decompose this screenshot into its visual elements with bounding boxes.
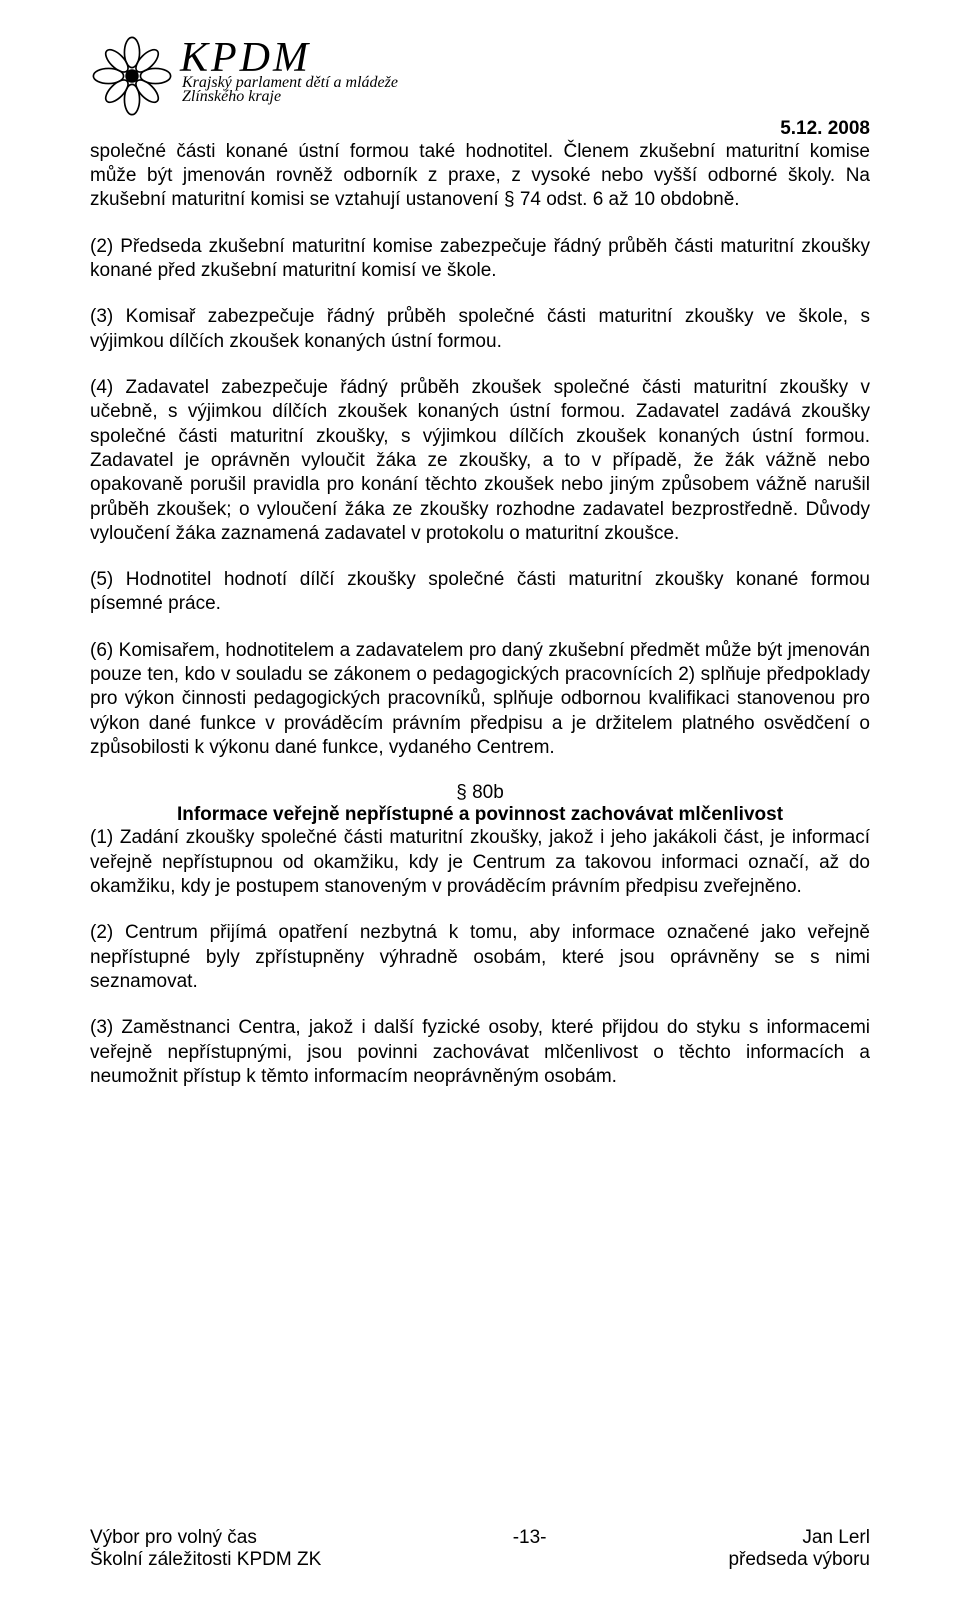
logo-block: KPDM Krajský parlament dětí a mládeže Zl… bbox=[90, 40, 870, 106]
page: KPDM Krajský parlament dětí a mládeže Zl… bbox=[0, 0, 960, 1609]
para-1: společné části konané ústní formou také … bbox=[90, 140, 870, 213]
footer-left-1: Výbor pro volný čas bbox=[90, 1527, 257, 1549]
para-6: (6) Komisařem, hodnotitelem a zadavatele… bbox=[90, 639, 870, 761]
document-date: 5.12. 2008 bbox=[90, 118, 870, 140]
para-5: (5) Hodnotitel hodnotí dílčí zkoušky spo… bbox=[90, 568, 870, 617]
footer-right-2: předseda výboru bbox=[728, 1549, 870, 1571]
para-2: (2) Předseda zkušební maturitní komise z… bbox=[90, 235, 870, 284]
section-80b-title: Informace veřejně nepřístupné a povinnos… bbox=[90, 804, 870, 826]
body-text: společné části konané ústní formou také … bbox=[90, 140, 870, 1089]
footer-right-1: Jan Lerl bbox=[802, 1527, 870, 1549]
logo-acronym: KPDM bbox=[180, 40, 311, 78]
footer-page-number: -13- bbox=[513, 1527, 547, 1549]
para-7: (1) Zadání zkoušky společné části maturi… bbox=[90, 826, 870, 899]
para-4: (4) Zadavatel zabezpečuje řádný průběh z… bbox=[90, 376, 870, 546]
para-3: (3) Komisař zabezpečuje řádný průběh spo… bbox=[90, 305, 870, 354]
footer-left-2: Školní záležitosti KPDM ZK bbox=[90, 1549, 321, 1571]
logo-icon bbox=[90, 34, 174, 123]
para-9: (3) Zaměstnanci Centra, jakož i další fy… bbox=[90, 1016, 870, 1089]
section-80b-num: § 80b bbox=[90, 782, 870, 804]
para-8: (2) Centrum přijímá opatření nezbytná k … bbox=[90, 921, 870, 994]
footer: Výbor pro volný čas -13- Jan Lerl Školní… bbox=[90, 1527, 870, 1571]
